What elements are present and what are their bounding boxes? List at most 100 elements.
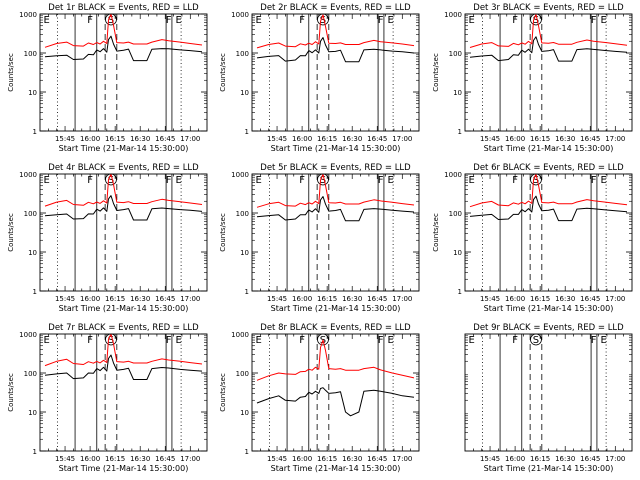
annotation-letter: E — [256, 15, 262, 26]
y-tick-label: 1000 — [444, 11, 462, 19]
annotation-letter: F — [166, 335, 172, 346]
y-tick-label: 1 — [33, 128, 37, 136]
series-line-events — [256, 196, 415, 222]
x-tick-label: 16:15 — [105, 135, 125, 143]
x-tick-label: 16:00 — [505, 295, 525, 303]
y-tick-label: 100 — [449, 50, 462, 58]
x-tick-label: 16:45 — [580, 295, 600, 303]
series-line-lld — [44, 334, 203, 367]
x-tick-label: 16:30 — [342, 135, 362, 143]
annotation-letter: F — [299, 335, 305, 346]
x-tick-label: 16:00 — [292, 295, 312, 303]
annotation-letter: F — [512, 15, 518, 26]
annotation-letter: F — [299, 175, 305, 186]
y-tick-label: 1000 — [231, 171, 249, 179]
x-tick-label: 16:15 — [317, 295, 337, 303]
chart-title: Det 7r BLACK = Events, RED = LLD — [48, 323, 199, 333]
x-tick-label: 15:45 — [267, 135, 287, 143]
y-tick-label: 1000 — [444, 171, 462, 179]
x-tick-label: 16:30 — [130, 295, 150, 303]
series-line-events — [256, 37, 415, 63]
y-tick-label: 100 — [24, 210, 37, 218]
x-tick-label: 16:00 — [505, 455, 525, 463]
y-axis-label: Counts/sec — [219, 213, 227, 252]
y-axis-label: Counts/sec — [7, 373, 15, 412]
annotation-letter: E — [175, 335, 181, 346]
x-tick-label: 16:30 — [555, 455, 575, 463]
chart-panel-6: Det 6r BLACK = Events, RED = LLD Counts/s… — [432, 163, 633, 313]
y-tick-label: 1000 — [231, 331, 249, 339]
x-tick-label: 16:15 — [530, 295, 550, 303]
x-axis-label: Start Time (21-Mar-14 15:30:00) — [59, 144, 189, 153]
series-line-lld — [469, 174, 628, 208]
plot-frame — [251, 13, 420, 132]
annotation-letter: S — [108, 15, 114, 26]
x-tick-label: 17:00 — [605, 295, 625, 303]
annotation-letter: E — [600, 175, 606, 186]
chart-panel-1: Det 1r BLACK = Events, RED = LLD Counts/s… — [7, 3, 208, 153]
y-tick-label: 1 — [245, 448, 249, 456]
annotation-letter: S — [533, 335, 539, 346]
plot-frame — [464, 333, 633, 452]
x-tick-label: 15:45 — [480, 295, 500, 303]
plot-frame — [39, 333, 208, 452]
series-line-events — [256, 387, 415, 417]
x-tick-label: 16:45 — [155, 135, 175, 143]
annotation-letter: F — [378, 335, 384, 346]
y-tick-label: 100 — [24, 50, 37, 58]
x-tick-label: 15:45 — [480, 455, 500, 463]
y-tick-label: 10 — [240, 89, 249, 97]
x-tick-label: 16:30 — [130, 135, 150, 143]
annotation-letter: E — [600, 15, 606, 26]
series-line-lld — [256, 339, 415, 381]
y-tick-label: 10 — [240, 409, 249, 417]
annotation-letter: S — [320, 175, 326, 186]
annotation-letter: F — [378, 15, 384, 26]
y-tick-label: 100 — [236, 210, 249, 218]
annotation-letter: S — [108, 175, 114, 186]
y-tick-label: 1 — [458, 128, 462, 136]
y-tick-label: 100 — [449, 210, 462, 218]
annotation-letter: F — [378, 175, 384, 186]
plot-frame — [464, 13, 633, 132]
x-axis-label: Start Time (21-Mar-14 15:30:00) — [59, 464, 189, 473]
x-tick-label: 16:15 — [105, 295, 125, 303]
annotation-letter: E — [256, 335, 262, 346]
x-tick-label: 16:15 — [530, 135, 550, 143]
x-tick-label: 16:30 — [130, 455, 150, 463]
series-line-events — [44, 354, 203, 380]
chart-title: Det 2r BLACK = Events, RED = LLD — [260, 3, 411, 13]
chart-panel-7: Det 7r BLACK = Events, RED = LLD Counts/s… — [7, 323, 208, 473]
y-axis-label: Counts/sec — [7, 213, 15, 252]
x-tick-label: 16:15 — [317, 135, 337, 143]
y-tick-label: 1 — [245, 128, 249, 136]
annotation-letter: E — [44, 15, 50, 26]
x-tick-label: 16:45 — [367, 455, 387, 463]
x-tick-label: 16:45 — [580, 455, 600, 463]
x-axis-label: Start Time (21-Mar-14 15:30:00) — [484, 144, 614, 153]
series-line-events — [469, 36, 628, 62]
x-tick-label: 15:45 — [55, 135, 75, 143]
x-tick-label: 16:45 — [155, 455, 175, 463]
annotation-letter: F — [512, 335, 518, 346]
x-tick-label: 15:45 — [267, 455, 287, 463]
chart-panel-8: Det 8r BLACK = Events, RED = LLD Counts/s… — [219, 323, 420, 473]
y-axis-label: Counts/sec — [219, 53, 227, 92]
annotation-letter: E — [175, 15, 181, 26]
x-tick-label: 16:45 — [367, 295, 387, 303]
chart-title: Det 4r BLACK = Events, RED = LLD — [48, 163, 199, 173]
series-line-lld — [44, 14, 203, 48]
y-tick-label: 1000 — [19, 11, 37, 19]
x-tick-label: 15:45 — [267, 295, 287, 303]
series-line-events — [44, 35, 203, 62]
y-tick-label: 1 — [245, 288, 249, 296]
y-tick-label: 10 — [28, 89, 37, 97]
x-tick-label: 17:00 — [180, 135, 200, 143]
chart-panel-2: Det 2r BLACK = Events, RED = LLD Counts/s… — [219, 3, 420, 153]
y-axis-label: Counts/sec — [219, 373, 227, 412]
x-tick-label: 16:45 — [155, 295, 175, 303]
annotation-letter: E — [44, 335, 50, 346]
x-axis-label: Start Time (21-Mar-14 15:30:00) — [271, 464, 401, 473]
chart-title: Det 3r BLACK = Events, RED = LLD — [473, 3, 624, 13]
